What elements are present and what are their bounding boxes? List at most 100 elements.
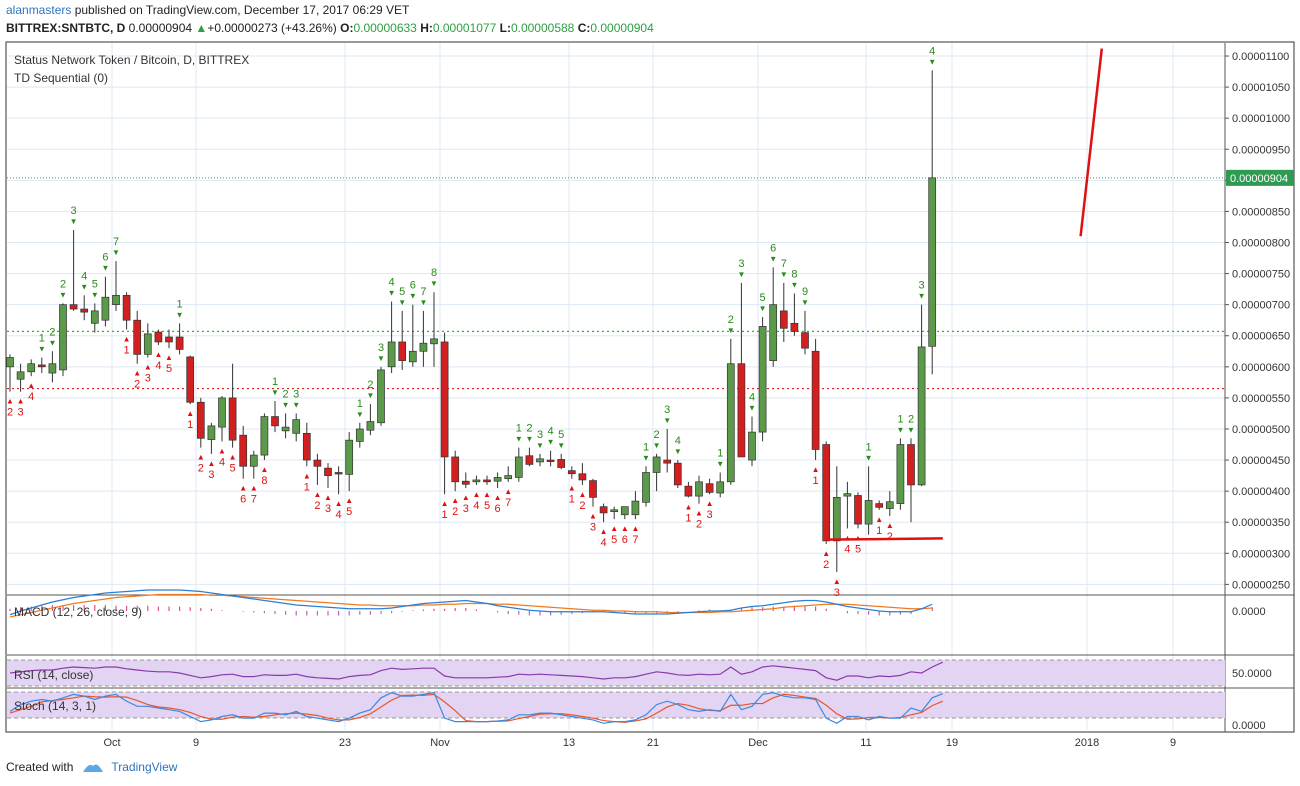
- candle-body: [642, 472, 650, 503]
- td-arrow-down: ▼: [419, 298, 427, 307]
- td-count-label: 1: [177, 298, 183, 310]
- td-count-label: 4: [675, 435, 681, 447]
- y-tick-label: 0.00000550: [1232, 393, 1290, 405]
- candle-body: [48, 363, 57, 374]
- td-arrow-up: ▲: [568, 484, 576, 493]
- td-arrow-down: ▼: [377, 354, 385, 363]
- y-tick-label: 0.00000450: [1232, 455, 1290, 467]
- td-arrow-down: ▼: [356, 410, 364, 419]
- td-count-label: 7: [113, 236, 119, 248]
- td-arrow-down: ▼: [536, 441, 544, 450]
- td-count-label: 2: [823, 559, 829, 571]
- price-chart[interactable]: ▲2▲3▲4▼1 ▼2▼2▼3▼4▼5▼6 ▼7▲1▲2▲3▲4▲5▼1▲1▲2 ▲3…: [0, 0, 1300, 760]
- candle-body: [6, 357, 14, 368]
- td-count-label: 2: [134, 379, 140, 391]
- candle-body: [355, 428, 364, 442]
- td-count-label: 5: [399, 286, 405, 298]
- x-tick-label: 9: [1170, 737, 1176, 749]
- candle-body: [186, 356, 195, 403]
- td-count-label: 7: [632, 534, 638, 546]
- candle-body: [27, 363, 36, 373]
- tradingview-link[interactable]: TradingView: [111, 760, 178, 774]
- rsi-tick-label: 50.0000: [1232, 668, 1272, 680]
- candle-body: [122, 294, 131, 321]
- td-arrow-up: ▲: [313, 490, 321, 499]
- td-count-label: 2: [198, 463, 204, 475]
- td-arrow-up: ▲: [706, 499, 714, 508]
- td-count-label: 1: [897, 413, 903, 425]
- td-arrow-up: ▲: [451, 496, 459, 505]
- author-link[interactable]: alanmasters: [6, 3, 72, 17]
- trendline: [826, 537, 943, 541]
- td-count-label: 3: [325, 503, 331, 515]
- x-tick-label: Dec: [748, 737, 768, 749]
- candle-body: [896, 444, 905, 504]
- td-arrow-down: ▼: [547, 438, 555, 447]
- td-arrow-up: ▲: [165, 353, 173, 362]
- open-label: O:: [340, 21, 354, 35]
- candle-body: [387, 341, 396, 368]
- tradingview-logo-icon: [83, 764, 104, 772]
- td-arrow-down: ▼: [865, 453, 873, 462]
- td-count-label: 4: [81, 270, 87, 282]
- td-arrow-down: ▼: [769, 254, 777, 263]
- last-price-badge-label: 0.00000904: [1230, 173, 1288, 185]
- td-count-label: 8: [791, 268, 797, 280]
- stoch-k-line: [9, 692, 944, 724]
- td-arrow-up: ▲: [833, 577, 841, 586]
- candle-body: [705, 483, 714, 493]
- y-tick-label: 0.00000400: [1232, 486, 1290, 498]
- candle-body: [451, 456, 460, 483]
- td-count-label: 2: [49, 326, 55, 338]
- td-arrow-up: ▲: [239, 484, 247, 493]
- candle-body: [483, 479, 491, 483]
- td-count-label: 4: [28, 391, 34, 403]
- td-count-label: 1: [813, 475, 819, 487]
- candle-body: [472, 479, 481, 483]
- symbol-label: BITTREX:SNTBTC, D: [6, 21, 126, 35]
- td-arrow-up: ▲: [123, 335, 131, 344]
- candle-body: [165, 336, 173, 343]
- td-arrow-down: ▼: [663, 416, 671, 425]
- td-count-label: 7: [420, 286, 426, 298]
- td-arrow-up: ▲: [854, 533, 862, 542]
- td-arrow-down: ▼: [38, 344, 46, 353]
- td-arrow-down: ▼: [91, 290, 99, 299]
- candle-body: [408, 350, 417, 363]
- td-arrow-down: ▼: [790, 280, 798, 289]
- y-tick-label: 0.00000500: [1232, 424, 1290, 436]
- candle-body: [769, 304, 778, 361]
- x-tick-label: Oct: [103, 737, 120, 749]
- rsi-band: [7, 660, 1225, 686]
- candle-body: [748, 431, 756, 461]
- publish-header: alanmasters published on TradingView.com…: [6, 3, 409, 17]
- td-arrow-down: ▼: [928, 57, 936, 66]
- td-count-label: 6: [102, 252, 108, 264]
- change-arrow-icon: ▲: [195, 21, 208, 35]
- publish-info: published on TradingView.com, December 1…: [71, 3, 410, 17]
- td-count-label: 5: [166, 363, 172, 375]
- candle-body: [37, 364, 46, 368]
- candle-body: [154, 331, 163, 343]
- td-count-label: 4: [219, 456, 225, 468]
- trendlines: [826, 48, 1104, 541]
- created-with-label: Created with: [6, 760, 74, 774]
- candle-body: [302, 432, 311, 461]
- candle-body: [801, 332, 809, 349]
- td-count-label: 3: [145, 372, 151, 384]
- td-count-label: 5: [346, 506, 352, 518]
- td-arrow-up: ▲: [229, 453, 237, 462]
- candle-body: [589, 480, 597, 498]
- rsi-label: RSI (14, close): [14, 668, 93, 682]
- macd-label: MACD (12, 26, close, 9): [14, 605, 142, 619]
- candle-body: [758, 326, 767, 433]
- candle-body: [440, 341, 449, 458]
- chart-title: Status Network Token / Bitcoin, D, BITTR…: [14, 53, 249, 67]
- td-arrow-up: ▲: [303, 471, 311, 480]
- td-count-label: 1: [516, 423, 522, 435]
- candle-body: [324, 467, 332, 476]
- td-arrow-down: ▼: [918, 292, 926, 301]
- td-arrow-up: ▲: [144, 362, 152, 371]
- td-arrow-up: ▲: [197, 453, 205, 462]
- td-count-label: 1: [569, 494, 575, 506]
